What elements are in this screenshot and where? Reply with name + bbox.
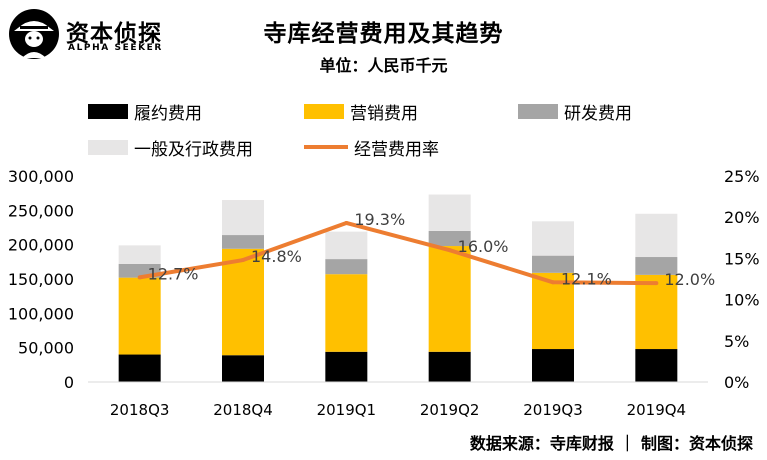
y-right-tick-label: 15% xyxy=(724,249,760,268)
expense-ratio-point xyxy=(447,248,452,253)
source-note: 数据来源：寺库财报 ｜ 制图：资本侦探 xyxy=(469,434,753,453)
legend-label: 履约费用 xyxy=(134,103,202,124)
bar-segment-2018Q3-s1 xyxy=(118,277,161,355)
legend-line-swatch xyxy=(304,145,348,149)
expense-ratio-point xyxy=(654,281,659,286)
x-tick-label: 2018Q3 xyxy=(110,401,170,419)
expense-ratio-label: 14.8% xyxy=(251,247,302,266)
bar-segment-2019Q1-s0 xyxy=(325,351,368,382)
legend-item-ga: 一般及行政费用 xyxy=(88,136,253,160)
legend-swatch xyxy=(518,103,558,119)
bar-segment-2019Q4-s3 xyxy=(635,213,678,258)
bar-segment-2018Q4-s0 xyxy=(222,355,264,382)
expense-ratio-point xyxy=(551,280,555,285)
legend-label: 营销费用 xyxy=(350,103,418,124)
chart-title: 寺库经营费用及其趋势 xyxy=(263,21,504,47)
bar-segment-2019Q4-s1 xyxy=(635,274,678,350)
y-left-tick-label: 50,000 xyxy=(18,339,74,358)
y-right-tick-label: 25% xyxy=(724,167,760,186)
y-right-tick-label: 10% xyxy=(724,291,760,310)
expense-ratio-line xyxy=(139,220,657,286)
y-left-tick-label: 100,000 xyxy=(8,304,74,323)
bar-segment-2018Q3-s3 xyxy=(118,245,161,264)
brand-tagline: ALPHA SEEKER xyxy=(68,43,163,53)
y-left-tick-label: 200,000 xyxy=(8,236,74,255)
y-right-tick-label: 5% xyxy=(724,332,749,351)
bar-segment-2019Q4-s0 xyxy=(635,349,678,382)
legend-item-rnd: 研发费用 xyxy=(518,100,632,124)
y-right-tick-label: 0% xyxy=(724,373,749,392)
y-left-tick-label: 300,000 xyxy=(8,167,74,186)
legend-label: 经营费用率 xyxy=(354,139,439,160)
bar-segment-2019Q2-s2 xyxy=(428,230,471,247)
y-left-tick-label: 250,000 xyxy=(8,201,74,220)
x-tick-label: 2019Q1 xyxy=(317,401,377,419)
bar-segment-2018Q4-s2 xyxy=(222,235,264,249)
bar-segment-2019Q4-s2 xyxy=(635,257,678,275)
bar-segment-2019Q2-s1 xyxy=(428,246,471,352)
legend-swatch xyxy=(88,139,128,155)
chart-subtitle: 单位：人民币千元 xyxy=(319,56,448,75)
legend-item-expense-ratio: 经营费用率 xyxy=(304,136,439,160)
y-left-tick-label: 0 xyxy=(64,373,74,392)
legend-item-fulfillment: 履约费用 xyxy=(88,100,202,124)
bar-segment-2019Q1-s2 xyxy=(325,259,368,275)
bar-segment-2018Q3-s0 xyxy=(118,354,161,382)
expense-ratio-point xyxy=(137,275,142,280)
bar-segment-2019Q3-s2 xyxy=(532,255,574,273)
legend-label: 一般及行政费用 xyxy=(134,139,253,160)
expense-ratio-label: 16.0% xyxy=(458,237,509,256)
legend-swatch xyxy=(88,103,128,119)
expense-ratio-point xyxy=(241,258,245,263)
legend-item-marketing: 营销费用 xyxy=(304,100,418,124)
bar-segment-2018Q4-s1 xyxy=(222,248,264,356)
brand-logo: 资本侦探 ALPHA SEEKER xyxy=(8,6,178,62)
bar-segment-2019Q2-s3 xyxy=(428,194,471,231)
bar-segment-2019Q1-s3 xyxy=(325,231,368,260)
y-right-tick-label: 20% xyxy=(724,208,760,227)
expense-ratio-label: 12.7% xyxy=(148,264,199,283)
legend-label: 研发费用 xyxy=(564,103,632,124)
expense-ratio-label: 12.1% xyxy=(561,269,612,288)
expense-ratio-point xyxy=(344,220,349,225)
bar-segment-2019Q3-s3 xyxy=(532,221,574,256)
x-tick-label: 2019Q2 xyxy=(420,401,480,419)
x-tick-label: 2019Q4 xyxy=(627,401,687,419)
x-tick-label: 2019Q3 xyxy=(523,401,583,419)
expense-ratio-label: 19.3% xyxy=(354,210,405,229)
bar-segment-2019Q1-s1 xyxy=(325,274,368,352)
legend-swatch xyxy=(304,103,344,119)
detective-icon xyxy=(9,9,59,59)
bar-segment-2019Q3-s1 xyxy=(532,272,574,350)
y-left-tick-label: 150,000 xyxy=(8,270,74,289)
bar-segment-2019Q3-s0 xyxy=(532,349,574,382)
bar-segment-2019Q2-s0 xyxy=(428,351,471,382)
x-tick-label: 2018Q4 xyxy=(213,401,273,419)
brand-name: 资本侦探 xyxy=(66,21,162,47)
bar-segment-2018Q4-s3 xyxy=(222,200,264,236)
expense-ratio-label: 12.0% xyxy=(664,270,715,289)
